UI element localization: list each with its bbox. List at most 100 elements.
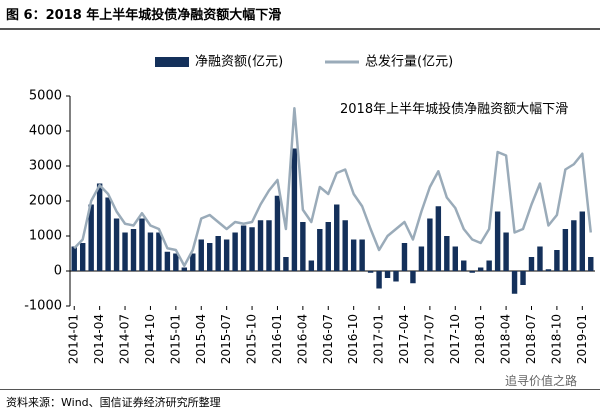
bar [469,271,475,273]
bar [156,232,162,271]
y-tick-label: 5000 [29,89,62,104]
bar [130,229,137,271]
x-tick-label: 2015-01 [168,314,182,364]
x-tick-label: 2017-07 [422,314,436,364]
bar [283,257,289,271]
bar [291,148,298,271]
bar [334,204,340,271]
bar [147,232,154,271]
bar [528,257,535,271]
bar [418,246,425,271]
bar [240,225,247,271]
bar [537,246,543,271]
x-tick-label: 2018-04 [499,314,513,364]
x-tick-label: 2018-10 [549,314,563,364]
bar [317,229,323,271]
y-tick-label: -1000 [24,299,62,314]
bar [410,271,416,284]
legend-label: 净融资额(亿元) [195,55,283,70]
bar [562,229,569,271]
bar [257,220,264,271]
y-tick-label: 3000 [29,159,62,174]
x-tick-label: 2017-10 [448,314,462,364]
bar [173,253,179,271]
y-tick-label: 0 [54,264,62,279]
bar [579,211,586,271]
bar [342,220,348,271]
bar [164,251,171,271]
bar [122,232,128,271]
x-tick-label: 2016-01 [270,314,284,364]
bar [300,222,306,271]
bar [96,183,103,271]
bar [477,267,484,271]
x-tick-label: 2014-10 [143,314,157,364]
bar [511,271,518,294]
title-rule [0,28,600,30]
x-tick-label: 2016-10 [346,314,360,364]
bar [435,206,442,271]
y-tick-label: 4000 [29,124,62,139]
x-tick-label: 2015-10 [245,314,259,364]
bar [427,218,433,271]
bar [325,222,331,271]
x-tick-label: 2017-01 [372,314,386,364]
bar [494,211,501,271]
bar [486,260,492,271]
bar [384,271,391,278]
bar [223,239,230,271]
x-tick-label: 2019-01 [575,314,589,364]
y-tick-label: 1000 [29,229,62,244]
bar [105,197,111,271]
bar [71,246,77,271]
footer-rule [0,389,600,390]
bar [79,243,86,271]
bar [376,271,382,289]
title: 图 6：2018 年上半年城投债净融资额大幅下滑 [6,8,282,23]
x-tick-label: 2018-01 [473,314,487,364]
bar [198,239,204,271]
x-tick-label: 2017-04 [397,314,411,364]
bar [232,232,238,271]
bar [444,236,450,271]
bar [207,243,213,271]
bar [393,271,399,282]
bar [571,220,577,271]
x-tick-label: 2014-04 [92,314,106,364]
x-tick-label: 2015-04 [194,314,208,364]
line [73,107,593,267]
bar [401,243,408,271]
legend-swatch [155,57,189,67]
bar [266,220,272,271]
bar [139,218,145,271]
source: 资料来源：Wind、国信证券经济研究所整理 [6,396,221,409]
bar [545,269,552,271]
bar [359,239,365,271]
bar [181,267,188,271]
bar [503,232,509,271]
x-tick-label: 2018-07 [524,314,538,364]
x-tick-label: 2016-04 [295,314,309,364]
bar [367,271,374,273]
bar [588,257,594,271]
legend-label: 总发行量(亿元) [365,54,453,70]
bar [190,253,196,271]
bar [520,271,526,285]
watermark: 追寻价值之路 [505,374,578,388]
bar [350,239,357,271]
x-tick-label: 2016-07 [321,314,335,364]
bar [308,260,315,271]
bar [88,204,94,271]
bar [461,260,467,271]
x-tick-label: 2015-07 [219,314,233,364]
y-tick-label: 2000 [29,194,62,209]
bar [215,236,221,271]
x-tick-label: 2014-07 [118,314,132,364]
bar [249,227,255,271]
bar [274,195,281,271]
bar [554,250,560,271]
x-tick-label: 2014-01 [67,314,81,364]
annotation: 2018年上半年城投债净融资额大幅下滑 [340,102,569,117]
